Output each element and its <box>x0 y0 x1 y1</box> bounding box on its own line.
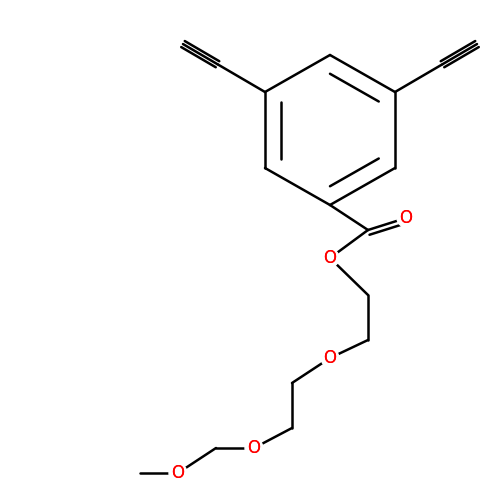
Circle shape <box>169 464 187 482</box>
Text: O: O <box>248 439 260 457</box>
Circle shape <box>397 209 415 227</box>
Text: O: O <box>324 249 336 267</box>
Circle shape <box>321 249 339 267</box>
Text: O: O <box>324 249 336 267</box>
Text: O: O <box>324 349 336 367</box>
Text: O: O <box>400 209 412 227</box>
Text: O: O <box>172 464 184 482</box>
Text: O: O <box>400 209 412 227</box>
Text: O: O <box>324 349 336 367</box>
Circle shape <box>321 349 339 367</box>
Circle shape <box>245 439 263 457</box>
Text: O: O <box>172 464 184 482</box>
Text: O: O <box>248 439 260 457</box>
